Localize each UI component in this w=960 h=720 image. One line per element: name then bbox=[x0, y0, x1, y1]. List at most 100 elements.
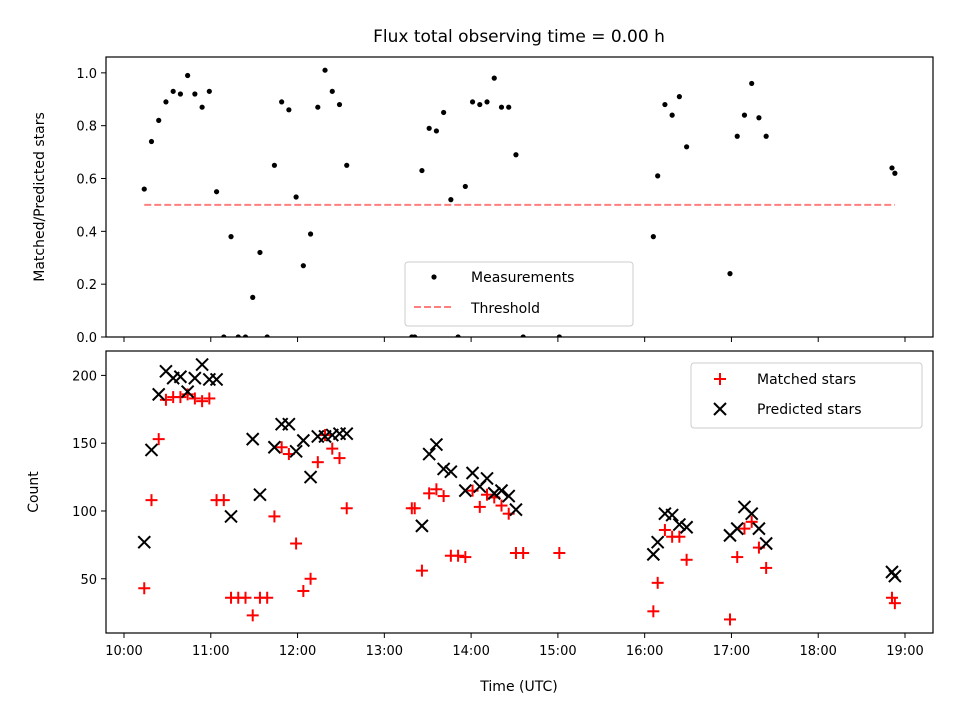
predicted-stars-point bbox=[752, 521, 766, 536]
predicted-stars-point bbox=[173, 370, 188, 384]
matched-stars-point bbox=[246, 609, 259, 622]
predicted-stars-point bbox=[730, 521, 744, 536]
measurement-point bbox=[448, 197, 454, 203]
measurement-point bbox=[763, 133, 769, 139]
measurement-point bbox=[662, 101, 668, 108]
bottom-panel: 50 100 150 200 10:00 11:00 12:00 13:00 14:00 15:… bbox=[26, 350, 934, 695]
measurement-point bbox=[257, 249, 263, 256]
measurement-point bbox=[242, 334, 249, 337]
matched-stars-point bbox=[408, 502, 421, 515]
predicted-stars-point bbox=[188, 371, 202, 385]
measurement-point bbox=[315, 104, 321, 110]
measurement-point bbox=[279, 99, 285, 105]
measurement-point bbox=[192, 91, 198, 97]
measurement-point bbox=[655, 173, 661, 179]
y-tick-label: 0.2 bbox=[76, 278, 97, 293]
matched-stars-point bbox=[174, 391, 187, 404]
measurement-point bbox=[286, 107, 292, 113]
matched-stars-point bbox=[430, 483, 443, 496]
y-tick-label: 100 bbox=[72, 505, 97, 520]
measurement-point bbox=[484, 99, 490, 105]
matched-stars-point bbox=[885, 591, 898, 604]
top-plot-area bbox=[141, 67, 898, 337]
matched-stars-point bbox=[138, 582, 151, 595]
y-tick-label: 200 bbox=[72, 369, 97, 384]
measurement-point bbox=[300, 263, 306, 269]
predicted-stars-point bbox=[253, 488, 267, 502]
measurement-point bbox=[228, 234, 234, 240]
legend-predicted-label: Predicted stars bbox=[757, 402, 862, 418]
matched-stars-point bbox=[517, 547, 530, 560]
y-tick-label: 150 bbox=[72, 437, 97, 452]
measurement-point bbox=[307, 231, 314, 237]
matched-stars-point bbox=[760, 561, 773, 574]
legend-measurements-label: Measurements bbox=[471, 270, 574, 286]
predicted-stars-point bbox=[487, 486, 501, 501]
matched-stars-point bbox=[311, 456, 324, 469]
measurement-point bbox=[329, 88, 335, 94]
measurement-point bbox=[322, 67, 328, 73]
measurement-point bbox=[271, 162, 278, 168]
x-tick-label: 17:00 bbox=[713, 644, 750, 659]
measurement-point bbox=[412, 334, 418, 337]
measurement-point bbox=[221, 334, 227, 337]
predicted-stars-point bbox=[289, 444, 303, 459]
matched-stars-point bbox=[152, 433, 165, 446]
matched-stars-point bbox=[290, 537, 303, 550]
y-tick-label: 0.8 bbox=[76, 120, 97, 135]
predicted-stars-point bbox=[195, 357, 209, 372]
matched-stars-point bbox=[459, 551, 472, 564]
y-tick-label: 0.4 bbox=[76, 225, 97, 240]
predicted-stars-point bbox=[759, 536, 773, 551]
measurement-point bbox=[520, 334, 526, 337]
predicted-stars-point bbox=[744, 506, 759, 521]
matched-stars-point bbox=[159, 393, 172, 406]
predicted-stars-point bbox=[436, 462, 451, 476]
matched-stars-point bbox=[261, 591, 274, 604]
matched-stars-point bbox=[745, 515, 758, 528]
predicted-stars-point bbox=[494, 483, 509, 498]
predicted-stars-point bbox=[679, 520, 694, 534]
matched-stars-point bbox=[297, 584, 310, 597]
bottom-y-axis-label: Count bbox=[26, 471, 42, 513]
legend-measurements-marker bbox=[431, 274, 437, 280]
matched-stars-point bbox=[553, 547, 566, 560]
measurement-point bbox=[293, 194, 299, 200]
measurement-point bbox=[235, 334, 241, 337]
measurement-point bbox=[141, 186, 147, 192]
matched-stars-point bbox=[473, 500, 486, 513]
measurement-point bbox=[669, 112, 675, 118]
x-tick-label: 15:00 bbox=[539, 644, 576, 659]
chart-title: Flux total observing time = 0.00 h bbox=[373, 27, 665, 47]
matched-stars-point bbox=[731, 551, 744, 564]
x-tick-label: 19:00 bbox=[886, 644, 923, 659]
matched-stars-point bbox=[268, 510, 281, 523]
matched-stars-point bbox=[340, 502, 353, 515]
bottom-plot-area bbox=[137, 357, 902, 626]
matched-stars-point bbox=[680, 553, 693, 566]
measurement-point bbox=[336, 101, 343, 108]
bottom-x-ticks: 10:00 11:00 12:00 13:00 14:00 15:00 16:00 17:00… bbox=[105, 633, 924, 659]
bottom-axes-frame bbox=[105, 350, 934, 634]
legend-matched-marker bbox=[714, 373, 726, 385]
x-tick-label: 10:00 bbox=[105, 644, 142, 659]
measurement-point bbox=[889, 165, 895, 171]
predicted-stars-point bbox=[224, 509, 238, 524]
x-tick-label: 13:00 bbox=[366, 644, 403, 659]
x-tick-label: 12:00 bbox=[279, 644, 316, 659]
predicted-stars-point bbox=[137, 535, 151, 549]
x-tick-label: 18:00 bbox=[799, 644, 836, 659]
measurement-point bbox=[756, 115, 762, 121]
measurement-point bbox=[264, 334, 270, 337]
matched-stars-point bbox=[495, 499, 508, 512]
measurement-point bbox=[469, 99, 476, 105]
predicted-stars-point bbox=[444, 464, 458, 479]
measurement-point bbox=[491, 75, 497, 81]
predicted-stars-point bbox=[415, 519, 429, 533]
measurement-point bbox=[344, 162, 350, 168]
matched-stars-point bbox=[647, 605, 660, 618]
matched-stars-point bbox=[145, 494, 158, 507]
matched-stars-point bbox=[188, 392, 201, 405]
bottom-y-ticks: 50 100 150 200 bbox=[72, 369, 106, 588]
matched-stars-point bbox=[333, 452, 346, 465]
